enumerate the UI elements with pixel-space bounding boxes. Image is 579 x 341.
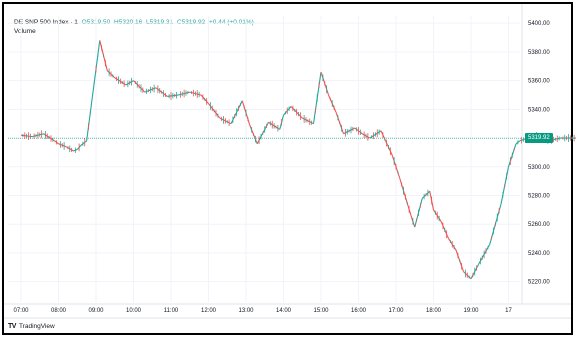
x-tick-label: 17 <box>505 308 512 314</box>
x-tick-label: 16:00 <box>351 308 367 314</box>
volume-label[interactable]: Volume <box>14 28 36 35</box>
x-tick-label: 18:00 <box>426 308 442 314</box>
price-segment <box>86 97 93 141</box>
y-tick-label: 5240.00 <box>528 251 550 257</box>
x-tick-label: 14:00 <box>276 308 292 314</box>
y-tick-label: 5360.00 <box>528 79 550 85</box>
y-tick-label: 5380.00 <box>528 50 550 56</box>
x-tick-label: 11:00 <box>164 308 179 314</box>
x-tick-label: 09:00 <box>88 308 104 314</box>
x-tick-label: 08:00 <box>51 308 67 314</box>
x-tick-label: 19:00 <box>463 308 479 314</box>
y-tick-label: 5400.00 <box>528 21 550 27</box>
x-tick-label: 15:00 <box>313 308 329 314</box>
close-value: C5319.92 <box>176 19 206 26</box>
y-tick-label: 5340.00 <box>528 107 550 113</box>
change-value: +0.44 (+0.01%) <box>209 19 254 26</box>
y-tick-label: 5280.00 <box>528 193 550 199</box>
tradingview-name: TradingView <box>18 323 55 330</box>
x-tick-label: 13:00 <box>238 308 254 314</box>
last-price-badge: 5319.92 <box>525 133 553 144</box>
y-tick-label: 5220.00 <box>528 280 550 286</box>
x-tick-label: 07:00 <box>13 308 29 314</box>
x-tick-label: 17:00 <box>388 308 404 314</box>
x-tick-label: 12:00 <box>201 308 217 314</box>
y-tick-label: 5300.00 <box>528 165 550 171</box>
high-value: H5320.16 <box>114 19 143 26</box>
low-value: L5319.31 <box>146 19 174 26</box>
tradingview-logo: TV <box>8 323 16 330</box>
symbol-label[interactable]: DE SNP 500 Index · 1 <box>14 19 78 26</box>
y-tick-label: 5260.00 <box>528 222 550 228</box>
x-tick-label: 10:00 <box>126 308 142 314</box>
tradingview-brand[interactable]: TV TradingView <box>8 323 55 330</box>
price-segment <box>80 140 87 146</box>
